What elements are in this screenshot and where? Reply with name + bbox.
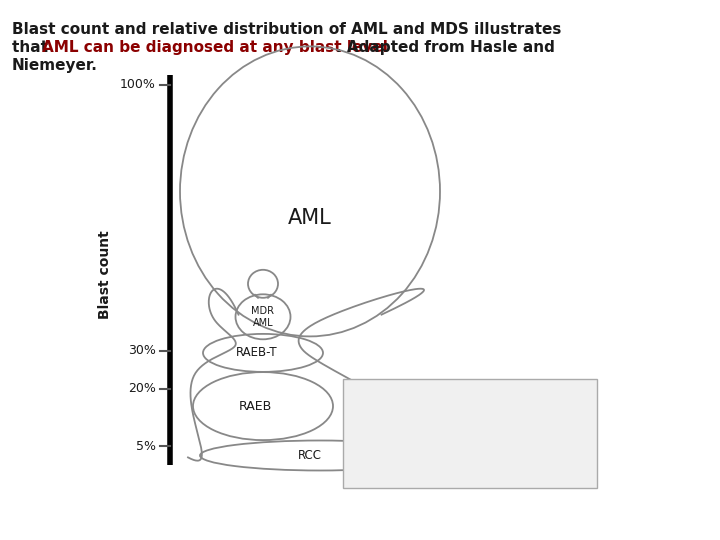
Text: 30%: 30%: [128, 345, 156, 357]
Text: Blast count and relative distribution of AML and MDS illustrates: Blast count and relative distribution of…: [12, 22, 562, 37]
Text: RCC: RCC: [298, 449, 322, 462]
Text: · Leukemic presentation: · Leukemic presentation: [353, 429, 495, 442]
Text: MDR
AML: MDR AML: [251, 306, 274, 328]
FancyBboxPatch shape: [343, 380, 597, 488]
Text: MDS after exclusion of: MDS after exclusion of: [353, 389, 485, 402]
Text: 20%: 20%: [128, 382, 156, 395]
Text: · Rapid progression: · Rapid progression: [353, 449, 467, 462]
Text: 5%: 5%: [136, 440, 156, 453]
Text: AML can be diagnosed at any blast level: AML can be diagnosed at any blast level: [42, 40, 388, 55]
Text: RAEB: RAEB: [238, 400, 271, 413]
Text: that: that: [12, 40, 53, 55]
Text: Niemeyer.: Niemeyer.: [12, 58, 98, 73]
Text: 100%: 100%: [120, 78, 156, 91]
Text: Blast count: Blast count: [98, 231, 112, 319]
Text: RAEB-T: RAEB-T: [236, 346, 278, 360]
Text: AML: AML: [288, 208, 332, 228]
Text: . Adapted from Hasle and: . Adapted from Hasle and: [336, 40, 555, 55]
Text: · AML specific cytogenetics: · AML specific cytogenetics: [353, 409, 513, 422]
